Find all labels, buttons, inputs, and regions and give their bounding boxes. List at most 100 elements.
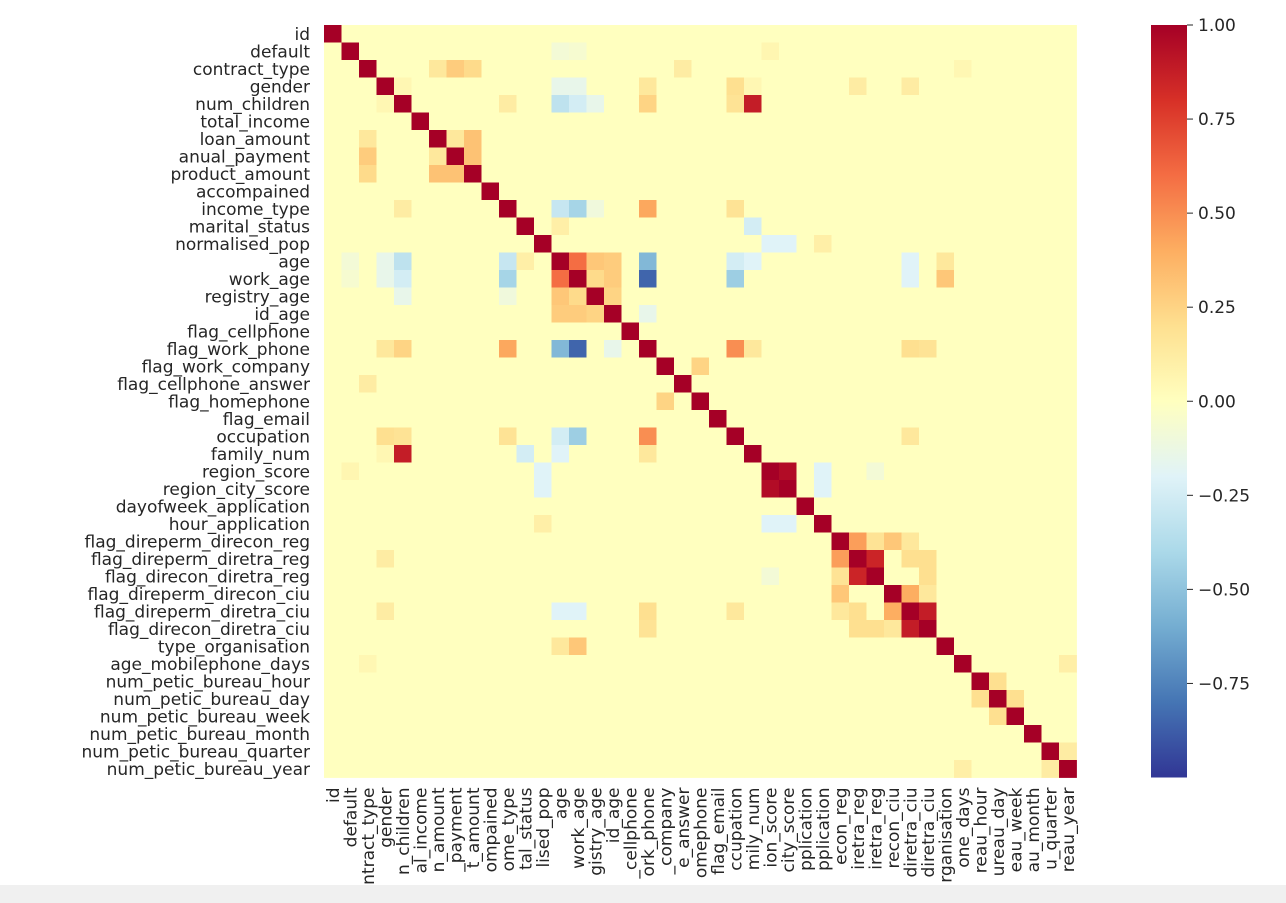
heatmap-cell: [936, 60, 955, 78]
heatmap-cell: [901, 287, 920, 306]
heatmap-cell: [639, 392, 657, 411]
heatmap-cell: [936, 480, 955, 498]
heatmap-cell: [639, 42, 657, 61]
heatmap-cell: [814, 130, 832, 148]
heatmap-cell: [324, 322, 342, 341]
heatmap-cell: [569, 637, 587, 656]
heatmap-cell: [936, 742, 955, 761]
heatmap-cell: [481, 480, 500, 498]
heatmap-cell: [429, 112, 447, 131]
heatmap-cell: [849, 480, 867, 498]
heatmap-cell: [656, 690, 675, 708]
heatmap-cell: [621, 287, 640, 306]
heatmap-cell: [1024, 305, 1042, 323]
heatmap-cell: [866, 480, 885, 498]
heatmap-cell: [604, 427, 622, 446]
heatmap-cell: [954, 375, 972, 393]
heatmap-cell: [1041, 742, 1060, 761]
heatmap-cell: [814, 567, 832, 586]
heatmap-cell: [866, 427, 885, 446]
heatmap-cell: [324, 760, 342, 778]
heatmap-cell: [411, 357, 430, 376]
heatmap-cell: [394, 602, 412, 621]
heatmap-cell: [516, 287, 535, 306]
heatmap-cell: [639, 112, 657, 131]
heatmap-cell: [726, 165, 745, 183]
heatmap-cell: [989, 410, 1007, 428]
heatmap-cell: [831, 357, 850, 376]
heatmap-cell: [796, 287, 815, 306]
heatmap-cell: [464, 427, 482, 446]
heatmap-cell: [586, 585, 605, 603]
heatmap-cell: [796, 602, 815, 621]
heatmap-cell: [324, 655, 342, 673]
heatmap-cell: [516, 375, 535, 393]
heatmap-cell: [499, 200, 517, 218]
heatmap-cell: [971, 287, 990, 306]
heatmap-cell: [394, 410, 412, 428]
heatmap-cell: [656, 602, 675, 621]
heatmap-cell: [411, 445, 430, 463]
heatmap-cell: [814, 112, 832, 131]
heatmap-cell: [709, 725, 727, 743]
heatmap-cell: [1059, 305, 1077, 323]
heatmap-cell: [481, 392, 500, 411]
heatmap-cell: [674, 217, 692, 236]
heatmap-cell: [359, 200, 377, 218]
heatmap-cell: [551, 340, 570, 358]
heatmap-cell: [656, 392, 675, 411]
heatmap-cell: [849, 60, 867, 78]
heatmap-cell: [954, 287, 972, 306]
heatmap-cell: [411, 602, 430, 621]
heatmap-cell: [446, 532, 465, 551]
heatmap-cell: [849, 410, 867, 428]
heatmap-cell: [901, 655, 920, 673]
heatmap-cell: [1024, 217, 1042, 236]
heatmap-cell: [569, 427, 587, 446]
heatmap-cell: [726, 462, 745, 481]
heatmap-cell: [569, 497, 587, 516]
heatmap-cell: [341, 620, 360, 638]
heatmap-cell: [744, 252, 762, 271]
heatmap-cell: [464, 462, 482, 481]
heatmap-cell: [796, 217, 815, 236]
heatmap-cell: [971, 672, 990, 691]
heatmap-cell: [359, 147, 377, 166]
heatmap-cell: [639, 445, 657, 463]
heatmap-cell: [1006, 602, 1025, 621]
heatmap-cell: [464, 375, 482, 393]
heatmap-cell: [551, 165, 570, 183]
heatmap-cell: [779, 200, 797, 218]
heatmap-cell: [884, 287, 902, 306]
heatmap-cell: [884, 357, 902, 376]
heatmap-cell: [674, 690, 692, 708]
heatmap-cell: [971, 357, 990, 376]
heatmap-cell: [849, 392, 867, 411]
heatmap-cell: [796, 742, 815, 761]
heatmap-cell: [901, 165, 920, 183]
heatmap-cell: [1006, 760, 1025, 778]
heatmap-cell: [744, 200, 762, 218]
heatmap-cell: [639, 95, 657, 113]
heatmap-cell: [831, 602, 850, 621]
heatmap-cell: [341, 42, 360, 61]
heatmap-cell: [971, 252, 990, 271]
heatmap-cell: [359, 357, 377, 376]
heatmap-cell: [1059, 620, 1077, 638]
heatmap-cell: [586, 602, 605, 621]
heatmap-cell: [866, 410, 885, 428]
heatmap-cell: [341, 655, 360, 673]
heatmap-cell: [674, 235, 692, 253]
heatmap-cell: [534, 532, 552, 551]
heatmap-cell: [446, 235, 465, 253]
heatmap-cell: [989, 42, 1007, 61]
heatmap-cell: [394, 760, 412, 778]
heatmap-cell: [394, 270, 412, 288]
heatmap-cell: [901, 305, 920, 323]
heatmap-cell: [1024, 235, 1042, 253]
heatmap-cell: [989, 182, 1007, 201]
heatmap-cell: [586, 497, 605, 516]
heatmap-cell: [324, 690, 342, 708]
heatmap-cell: [516, 60, 535, 78]
heatmap-cell: [901, 60, 920, 78]
